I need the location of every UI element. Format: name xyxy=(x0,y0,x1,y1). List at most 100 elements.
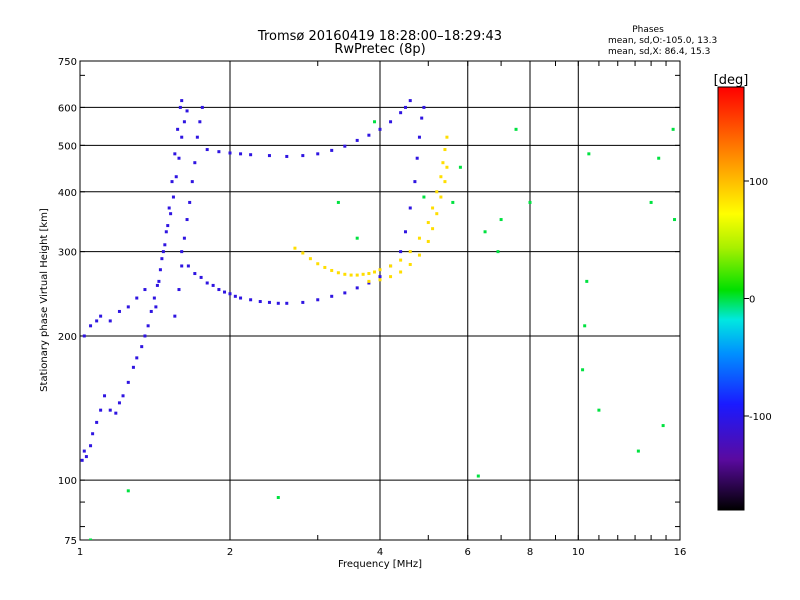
data-point xyxy=(161,250,165,254)
data-point xyxy=(443,180,447,184)
x-tick-label: 8 xyxy=(527,547,533,558)
data-point xyxy=(355,286,359,290)
stats-line-o: mean, sd,O:-105.0, 13.3 xyxy=(608,36,717,46)
data-point xyxy=(323,265,327,269)
data-point xyxy=(157,279,161,283)
x-tick-label: 1 xyxy=(77,547,83,558)
data-point xyxy=(95,420,99,424)
data-point xyxy=(126,489,130,493)
data-point xyxy=(171,195,175,199)
data-point xyxy=(657,156,661,160)
data-point xyxy=(190,180,194,184)
data-point xyxy=(330,268,334,272)
data-point xyxy=(233,294,237,298)
data-point xyxy=(198,120,202,124)
data-point xyxy=(155,283,159,287)
data-point xyxy=(82,334,86,338)
data-point xyxy=(458,165,462,169)
data-point xyxy=(193,161,197,165)
data-point xyxy=(316,152,320,156)
data-point xyxy=(496,250,500,254)
data-point xyxy=(422,195,426,199)
data-point xyxy=(140,345,144,349)
data-point xyxy=(167,206,171,210)
data-point xyxy=(435,190,439,194)
data-point xyxy=(205,148,209,152)
data-point xyxy=(180,99,184,103)
minor-ticks xyxy=(79,61,681,540)
data-point xyxy=(367,281,371,285)
data-point xyxy=(330,294,334,298)
data-point xyxy=(408,250,412,254)
data-point xyxy=(249,153,253,157)
data-point xyxy=(160,257,164,261)
data-point xyxy=(330,148,334,152)
data-point xyxy=(349,273,353,277)
data-point xyxy=(514,127,518,131)
data-point xyxy=(597,408,601,412)
data-point xyxy=(200,105,204,109)
data-point xyxy=(378,275,382,279)
data-point xyxy=(435,212,439,216)
data-point xyxy=(499,218,503,222)
x-tick-label: 2 xyxy=(227,547,233,558)
stats-line-x: mean, sd,X: 86.4, 15.3 xyxy=(608,47,710,57)
x-axis-label: Frequency [MHz] xyxy=(338,559,422,570)
data-point xyxy=(408,99,412,103)
grid xyxy=(80,61,680,540)
data-point xyxy=(343,144,347,148)
data-point xyxy=(180,135,184,139)
data-point xyxy=(293,246,297,250)
data-point xyxy=(301,154,305,158)
data-point xyxy=(228,151,232,155)
data-point xyxy=(135,296,139,300)
data-point xyxy=(239,152,243,156)
data-point xyxy=(389,120,393,124)
data-point xyxy=(426,239,430,243)
data-point xyxy=(445,135,449,139)
data-point xyxy=(355,138,359,142)
data-point xyxy=(445,165,449,169)
data-point xyxy=(443,148,447,152)
data-point xyxy=(378,127,382,131)
data-point xyxy=(355,273,359,277)
data-point xyxy=(182,120,186,124)
x-tick-label: 6 xyxy=(465,547,471,558)
data-point xyxy=(258,300,262,304)
data-point xyxy=(114,411,118,415)
data-point xyxy=(408,206,412,210)
colorbar-ticks: 100 0 -100 xyxy=(744,177,772,423)
data-point xyxy=(164,230,168,234)
data-point xyxy=(173,152,177,156)
data-point xyxy=(399,270,403,274)
data-point xyxy=(174,175,178,179)
data-point xyxy=(135,356,139,360)
data-point xyxy=(117,309,121,313)
data-point xyxy=(316,298,320,302)
data-point xyxy=(143,288,147,292)
data-point xyxy=(182,236,186,240)
data-point xyxy=(483,230,487,234)
data-point xyxy=(180,264,184,268)
data-point xyxy=(152,296,156,300)
data-point xyxy=(661,424,665,428)
data-point xyxy=(361,272,365,276)
data-point xyxy=(146,324,150,328)
data-point xyxy=(126,305,130,309)
data-point xyxy=(451,200,455,204)
stats-header: Phases xyxy=(632,25,664,35)
data-point xyxy=(173,314,177,318)
data-point xyxy=(285,154,289,158)
data-point xyxy=(415,156,419,160)
data-point xyxy=(166,224,170,228)
data-points xyxy=(80,99,677,540)
data-point xyxy=(108,408,112,412)
data-point xyxy=(399,258,403,262)
data-point xyxy=(217,288,221,292)
data-point xyxy=(367,272,371,276)
data-point xyxy=(185,109,189,113)
data-point xyxy=(587,152,591,156)
data-point xyxy=(422,105,426,109)
data-point xyxy=(378,278,382,282)
data-point xyxy=(301,251,305,255)
